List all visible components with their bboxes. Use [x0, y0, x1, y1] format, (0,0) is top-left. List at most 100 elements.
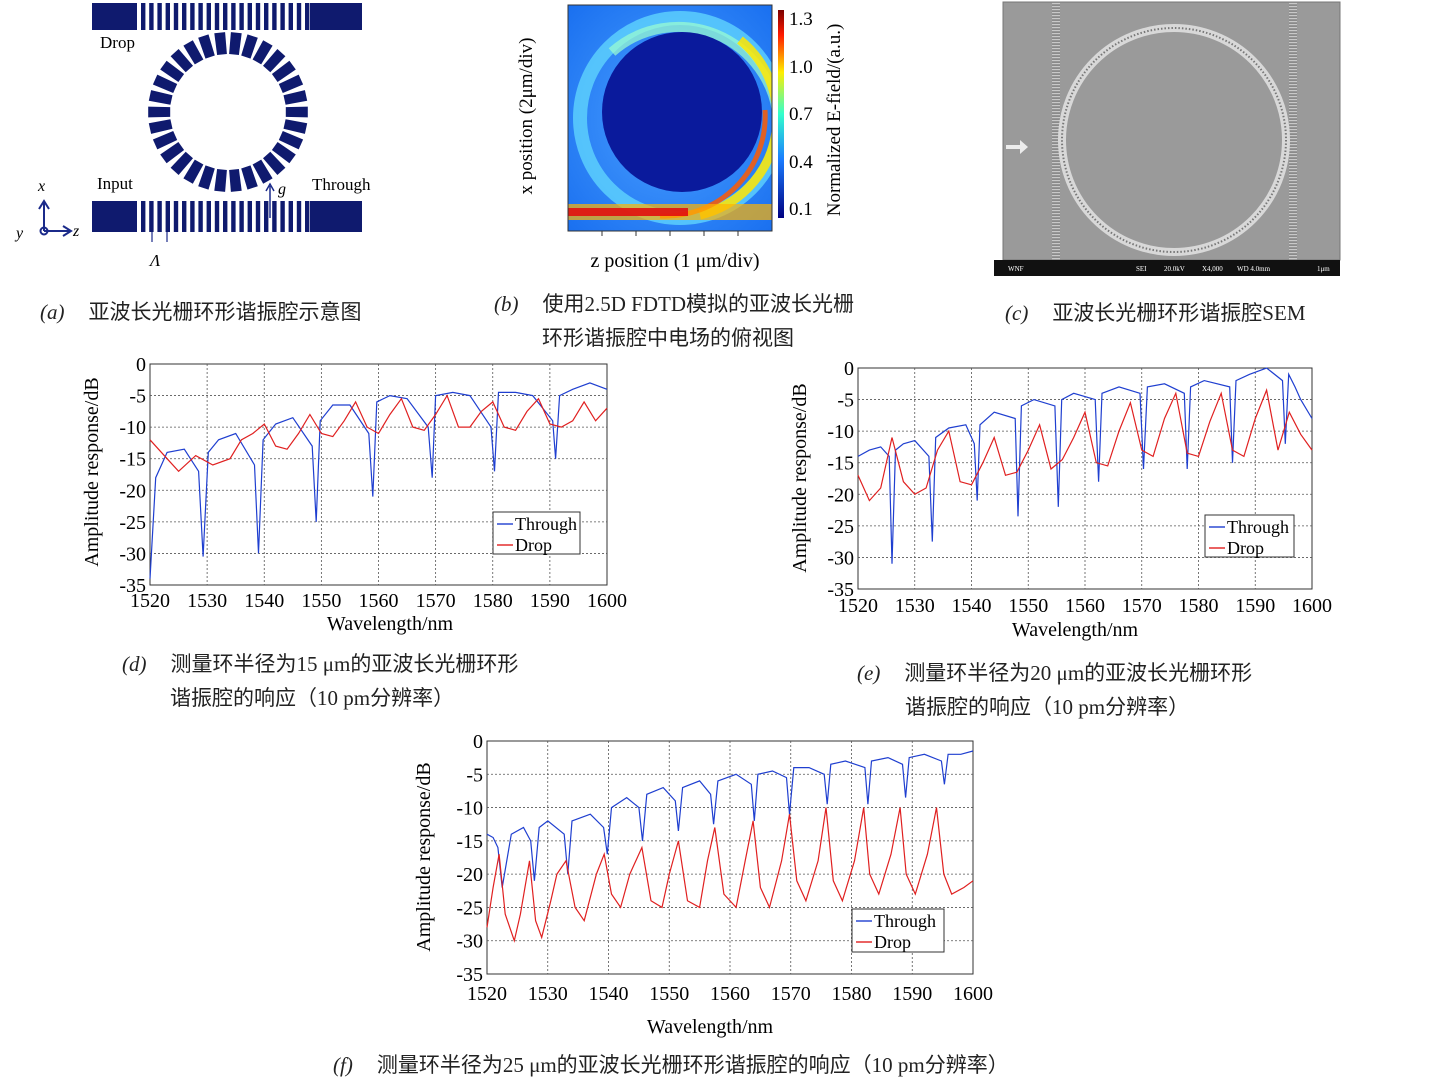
series-line-drop — [857, 387, 1313, 502]
x-tick-label: 1560 — [1065, 595, 1105, 617]
grating-tooth-top — [231, 3, 236, 30]
grating-tooth-top — [288, 3, 293, 30]
field-plot — [568, 5, 772, 231]
grating-tooth-top — [247, 3, 252, 30]
legend-label-drop: Drop — [1227, 538, 1264, 558]
grating-tooth-bottom — [214, 201, 220, 232]
x-axis-label: Wavelength/nm — [327, 613, 454, 635]
ring-segment — [283, 119, 308, 134]
grating-tooth-bottom — [165, 201, 170, 232]
svg-text:0.7: 0.7 — [789, 104, 813, 125]
x-tick-label: 1560 — [359, 590, 399, 612]
y-tick-label: -5 — [466, 764, 483, 786]
svg-text:20.0kV: 20.0kV — [1164, 265, 1185, 273]
chart-e-group: 1520 1530 1540 1550 1560 1570 1580 1590 1600 0 -5 -… — [789, 358, 1332, 641]
y-tick-label: 0 — [136, 354, 146, 376]
svg-text:SEI: SEI — [1136, 265, 1147, 273]
grating-tooth-bottom — [239, 201, 244, 232]
y-tick-label: -25 — [827, 516, 854, 538]
grating-tooth-bottom — [288, 201, 293, 232]
x-tick-label: 1530 — [895, 595, 935, 617]
grating-tooth-top — [272, 3, 277, 30]
through-port-label: Through — [312, 175, 371, 194]
x-tick-label: 1600 — [1292, 595, 1332, 617]
x-tick-label: 1580 — [832, 983, 872, 1005]
ring-segment — [160, 142, 185, 164]
legend-box — [492, 511, 581, 555]
ring-segment — [148, 90, 173, 105]
ring-segment — [183, 159, 204, 184]
svg-text:WNF: WNF — [1008, 265, 1024, 273]
y-tick-label: -25 — [456, 897, 483, 919]
x-tick-label: 1570 — [1122, 595, 1162, 617]
ring-segment — [229, 169, 242, 192]
grating-tooth-top — [173, 3, 179, 30]
x-tick-label: 1580 — [473, 590, 513, 612]
y-axis-label: Amplitude response/dB — [81, 377, 103, 566]
grating-tooth-top — [255, 3, 261, 30]
svg-text:0.4: 0.4 — [789, 152, 813, 173]
series-line-through — [149, 382, 608, 579]
caption-f: (f) 测量环半径为25 μm的亚波长光栅环形谐振腔的响应（10 pm分辨率） — [333, 1053, 1009, 1077]
ring-segment — [241, 165, 258, 190]
ring-segment — [263, 49, 286, 73]
grating-tooth-bottom — [264, 201, 269, 232]
ring-segment — [183, 40, 204, 65]
x-tick-label: 1570 — [771, 983, 811, 1005]
grating-tooth-bottom — [223, 201, 228, 232]
panel-c-sem-image: WNF SEI 20.0kV X4,000 WD 4.0mm 1μm — [994, 1, 1341, 276]
axis-x-label: x — [37, 178, 45, 195]
series-line-through — [486, 750, 974, 888]
y-axis-label: Amplitude response/dB — [789, 383, 811, 572]
grating-tooth-top — [223, 3, 228, 30]
grating-tooth-top — [206, 3, 211, 30]
bus-pad-top-right — [310, 3, 362, 30]
ring-segment — [214, 32, 227, 55]
field-x-ticks — [601, 231, 739, 236]
x-axis-label: Wavelength/nm — [647, 1016, 774, 1038]
grating-tooth-top — [157, 3, 162, 30]
legend-label-drop: Drop — [874, 932, 911, 952]
ring-segment — [152, 131, 178, 150]
y-tick-label: -30 — [119, 543, 146, 565]
ring-segment — [271, 60, 296, 82]
arrow-icon — [1006, 140, 1028, 154]
x-tick-label: 1560 — [710, 983, 750, 1005]
gap-marker — [265, 182, 275, 218]
x-tick-label: 1520 — [130, 590, 170, 612]
y-tick-label: -15 — [119, 449, 146, 471]
caption-e: (e) 测量环半径为20 μm的亚波长光栅环形 谐振腔的响应（10 pm分辨率） — [857, 661, 1253, 719]
grating-tooth-bottom — [255, 201, 261, 232]
ring-segment — [170, 49, 193, 73]
grating-tooth-bottom — [305, 201, 310, 232]
grating-tooth-top — [280, 3, 285, 30]
svg-text:0.1: 0.1 — [789, 199, 813, 220]
drop-port-label: Drop — [100, 33, 135, 52]
grating-tooth-bottom — [272, 201, 277, 232]
caption-a: (a) 亚波长光栅环形谐振腔示意图 — [40, 300, 362, 324]
ring-segment — [252, 159, 273, 184]
axis-y-label: y — [14, 225, 24, 242]
y-tick-label: -10 — [456, 798, 483, 820]
grating-structure — [92, 3, 362, 232]
x-tick-label: 1520 — [467, 983, 507, 1005]
series-line-drop — [149, 394, 608, 473]
ring-segment — [152, 74, 178, 93]
ring-segment — [198, 165, 215, 190]
grating-tooth-bottom — [141, 201, 146, 232]
ring-segment — [241, 34, 258, 59]
field-xlabel: z position (1 μm/div) — [590, 250, 759, 272]
ring-segment — [214, 169, 227, 192]
x-tick-label: 1540 — [589, 983, 629, 1005]
caption-b: (b) 使用2.5D FDTD模拟的亚波长光栅 环形谐振腔中电场的俯视图 — [494, 292, 855, 350]
grating-tooth-bottom — [149, 201, 154, 232]
ring-segment — [263, 151, 286, 175]
y-tick-label: -35 — [119, 575, 146, 597]
field-ylabel: x position (2μm/div) — [516, 38, 537, 195]
grating-tooth-bottom — [296, 201, 302, 232]
svg-text:1μm: 1μm — [1317, 265, 1330, 273]
x-axis-label: Wavelength/nm — [1012, 619, 1139, 641]
series-line-through — [857, 367, 1313, 564]
svg-text:1.0: 1.0 — [789, 57, 813, 78]
y-tick-label: -10 — [827, 421, 854, 443]
